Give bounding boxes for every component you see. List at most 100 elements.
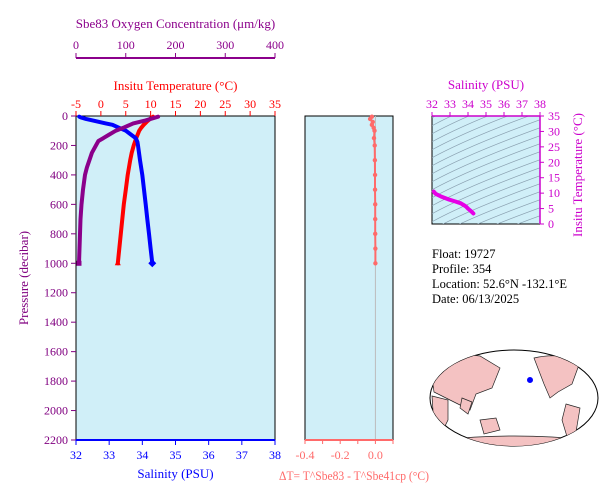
- oxygen-tick-label: 0: [73, 38, 79, 52]
- delta-t-point: [372, 128, 377, 133]
- pressure-tick-label: 1600: [44, 345, 68, 359]
- density-contour: [432, 116, 470, 135]
- info-float: Float: 19727: [432, 247, 496, 261]
- density-contour: [432, 175, 540, 223]
- pressure-tick-label: 0: [62, 109, 68, 123]
- ts-y-tick-label: 0: [548, 217, 554, 231]
- africa-land: [431, 395, 449, 437]
- ts-y-tick-label: 15: [548, 171, 560, 185]
- salinity-tick-label: 36: [203, 448, 215, 462]
- temperature-tick-label: 0: [98, 97, 104, 111]
- density-contour: [432, 135, 540, 183]
- delta-t-point: [372, 157, 378, 163]
- oxygen-tick-label: 300: [216, 38, 234, 52]
- oxygen-tick-label: 400: [266, 38, 284, 52]
- delta-t-point: [372, 143, 377, 148]
- ts-y-tick-label: 30: [548, 124, 560, 138]
- temperature-tick-label: 10: [145, 97, 157, 111]
- ts-y-tick-label: 5: [548, 202, 554, 216]
- ts-curve: [431, 189, 476, 216]
- delta-t-axis-label: ΔT= T^Sbe83 - T^Sbe41cp (°C): [279, 468, 429, 483]
- salinity-tick-label: 32: [70, 448, 82, 462]
- pressure-tick-label: 400: [50, 168, 68, 182]
- salinity-tick-label: 33: [103, 448, 115, 462]
- delta-t-panel: [304, 115, 394, 441]
- temperature-axis-label: Insitu Temperature (°C): [114, 78, 238, 93]
- density-contour: [442, 183, 540, 224]
- delta-t-point: [367, 116, 373, 122]
- ts-x-tick-label: 33: [444, 97, 456, 111]
- pressure-tick-label: 600: [50, 197, 68, 211]
- ts-y-tick-label: 35: [548, 109, 560, 123]
- salinity-tick-label: 35: [170, 448, 182, 462]
- delta-t-point: [372, 187, 378, 192]
- oxygen-profile-line: [77, 114, 161, 266]
- ts-panel: [431, 115, 541, 225]
- oxygen-axis-label: Sbe83 Oxygen Concentration (μm/kg): [76, 16, 275, 31]
- ts-x-tick-label: 32: [426, 97, 438, 111]
- antarctica-land: [439, 435, 591, 446]
- oxygen-end-marker: [76, 260, 82, 266]
- delta-t-point: [371, 135, 377, 141]
- salinity-tick-label: 37: [236, 448, 248, 462]
- salinity-profile-line: [77, 114, 155, 266]
- delta-t-point: [373, 261, 378, 266]
- temperature-tick-label: -5: [71, 97, 81, 111]
- ts-x-axis-label: Salinity (PSU): [448, 77, 524, 92]
- temperature-tick-label: 20: [194, 97, 206, 111]
- ts-y-tick-label: 10: [548, 186, 560, 200]
- density-contour: [458, 191, 540, 224]
- density-contour: [432, 116, 489, 143]
- pressure-tick-label: 2200: [44, 433, 68, 447]
- pressure-axis-label: Pressure (decibar): [16, 231, 31, 325]
- info-date: Date: 06/13/2025: [432, 292, 519, 306]
- oxygen-tick-label: 100: [117, 38, 135, 52]
- float-location-marker: [527, 377, 533, 383]
- australia-land: [479, 417, 501, 435]
- temperature-tick-label: 30: [244, 97, 256, 111]
- density-contour: [496, 207, 540, 224]
- ts-x-tick-label: 36: [498, 97, 510, 111]
- temperature-tick-label: 35: [269, 97, 281, 111]
- salinity-axis-label: Salinity (PSU): [137, 466, 213, 481]
- ts-y-axis-label: Insitu Temperature (°C): [570, 113, 585, 237]
- delta-t-point: [373, 231, 378, 237]
- temperature-tick-label: 5: [123, 97, 129, 111]
- density-contour: [516, 215, 540, 224]
- delta-t-point: [372, 172, 378, 178]
- delta-t-tick-label: -0.4: [296, 448, 315, 462]
- pressure-tick-label: 1800: [44, 374, 68, 388]
- pressure-tick-label: 200: [50, 138, 68, 152]
- pressure-tick-label: 1200: [44, 286, 68, 300]
- info-profile: Profile: 354: [432, 262, 492, 276]
- delta-t-tick-label: 0.0: [368, 448, 383, 462]
- ts-density-contours: [432, 116, 540, 224]
- density-contour: [477, 199, 540, 224]
- profile-panel: [75, 115, 276, 441]
- density-contour: [432, 119, 540, 167]
- density-contour: [432, 167, 540, 215]
- density-contour: [432, 159, 540, 207]
- salinity-tick-label: 38: [269, 448, 281, 462]
- pressure-tick-label: 2000: [44, 404, 68, 418]
- density-contour: [432, 143, 540, 191]
- ts-x-tick-label: 38: [534, 97, 546, 111]
- delta-t-tick-label: -0.2: [331, 448, 350, 462]
- info-location: Location: 52.6°N -132.1°E: [432, 277, 567, 291]
- pressure-tick-label: 800: [50, 227, 68, 241]
- oxygen-tick-label: 200: [167, 38, 185, 52]
- salinity-tick-label: 34: [136, 448, 148, 462]
- ts-y-tick-label: 25: [548, 140, 560, 154]
- temperature-tick-label: 15: [170, 97, 182, 111]
- ts-y-tick-label: 20: [548, 155, 560, 169]
- india-land: [459, 397, 473, 415]
- delta-t-point: [373, 246, 378, 251]
- pressure-tick-label: 1000: [44, 256, 68, 270]
- density-contour: [432, 127, 540, 175]
- delta-t-point: [373, 216, 378, 222]
- ts-x-tick-label: 37: [516, 97, 528, 111]
- pressure-tick-label: 1400: [44, 315, 68, 329]
- density-contour: [432, 116, 509, 151]
- salinity-end-marker: [148, 259, 157, 268]
